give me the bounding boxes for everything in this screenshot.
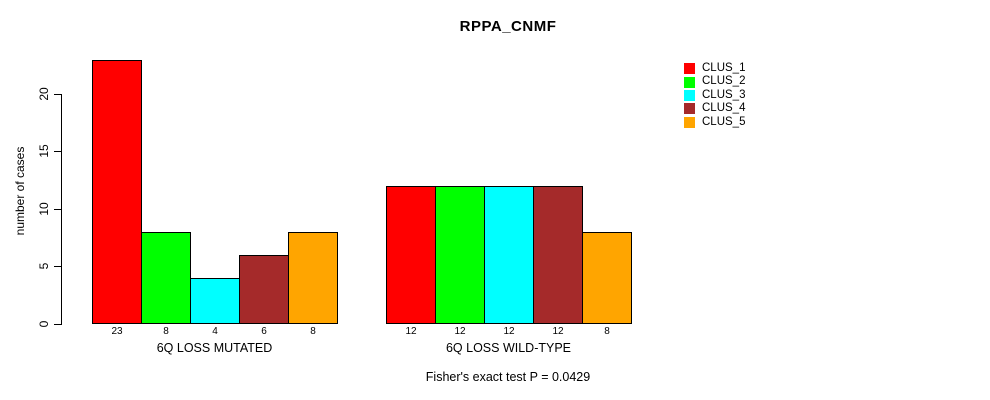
chart-title: RPPA_CNMF bbox=[459, 18, 557, 35]
y-tick-label: 5 bbox=[37, 262, 51, 270]
y-tick-label: 10 bbox=[37, 202, 51, 216]
bar-clus_2-mutated bbox=[141, 232, 191, 324]
bar-clus_3-mutated bbox=[190, 278, 240, 324]
legend-item-clus_2: CLUS_2 bbox=[684, 75, 745, 88]
y-axis-tick bbox=[54, 94, 61, 95]
legend-item-clus_3: CLUS_3 bbox=[684, 89, 745, 102]
legend-label: CLUS_3 bbox=[702, 88, 746, 101]
y-axis-title: number of cases bbox=[13, 146, 27, 236]
bar-clus_2-wild-type bbox=[435, 186, 485, 324]
bar-value-label: 8 bbox=[310, 326, 316, 337]
bar-clus_5-mutated bbox=[288, 232, 338, 324]
legend-label: CLUS_4 bbox=[702, 102, 746, 115]
legend-swatch-clus_2 bbox=[684, 76, 695, 88]
legend-label: CLUS_5 bbox=[702, 115, 746, 128]
legend-label: CLUS_1 bbox=[702, 61, 746, 74]
y-tick-label: 15 bbox=[37, 144, 51, 158]
bar-value-label: 4 bbox=[212, 326, 218, 337]
legend: CLUS_1 CLUS_2 CLUS_3 CLUS_4 CLUS_5 bbox=[684, 62, 745, 129]
y-axis-tick bbox=[54, 209, 61, 210]
bar-clus_4-wild-type bbox=[533, 186, 583, 324]
bar-value-label: 12 bbox=[454, 326, 466, 337]
bar-clus_3-wild-type bbox=[484, 186, 534, 324]
legend-swatch-clus_4 bbox=[684, 103, 695, 115]
bar-value-label: 6 bbox=[261, 326, 267, 337]
fisher-test-annotation: Fisher's exact test P = 0.0429 bbox=[425, 370, 591, 384]
y-axis-tick bbox=[54, 266, 61, 267]
y-axis-line bbox=[61, 94, 62, 325]
legend-item-clus_1: CLUS_1 bbox=[684, 62, 745, 75]
legend-item-clus_5: CLUS_5 bbox=[684, 116, 745, 129]
y-axis-tick bbox=[54, 151, 61, 152]
group-label-6q-loss-mutated: 6Q LOSS MUTATED bbox=[156, 341, 273, 355]
legend-swatch-clus_3 bbox=[684, 89, 695, 101]
y-axis-tick bbox=[54, 324, 61, 325]
bar-value-label: 8 bbox=[604, 326, 610, 337]
legend-swatch-clus_1 bbox=[684, 63, 695, 75]
legend-swatch-clus_5 bbox=[684, 116, 695, 128]
bar-value-label: 8 bbox=[163, 326, 169, 337]
bar-clus_1-wild-type bbox=[386, 186, 436, 324]
bar-clus_1-mutated bbox=[92, 60, 142, 324]
bar-value-label: 23 bbox=[111, 326, 123, 337]
bar-clus_5-wild-type bbox=[582, 232, 632, 324]
y-tick-label: 0 bbox=[37, 320, 51, 328]
y-tick-label: 20 bbox=[37, 87, 51, 101]
bar-value-label: 12 bbox=[503, 326, 515, 337]
group-label-6q-loss-wild-type: 6Q LOSS WILD-TYPE bbox=[445, 341, 572, 355]
legend-label: CLUS_2 bbox=[702, 75, 746, 88]
bar-clus_4-mutated bbox=[239, 255, 289, 324]
bar-value-label: 12 bbox=[552, 326, 564, 337]
legend-item-clus_4: CLUS_4 bbox=[684, 102, 745, 115]
bar-value-label: 12 bbox=[405, 326, 417, 337]
